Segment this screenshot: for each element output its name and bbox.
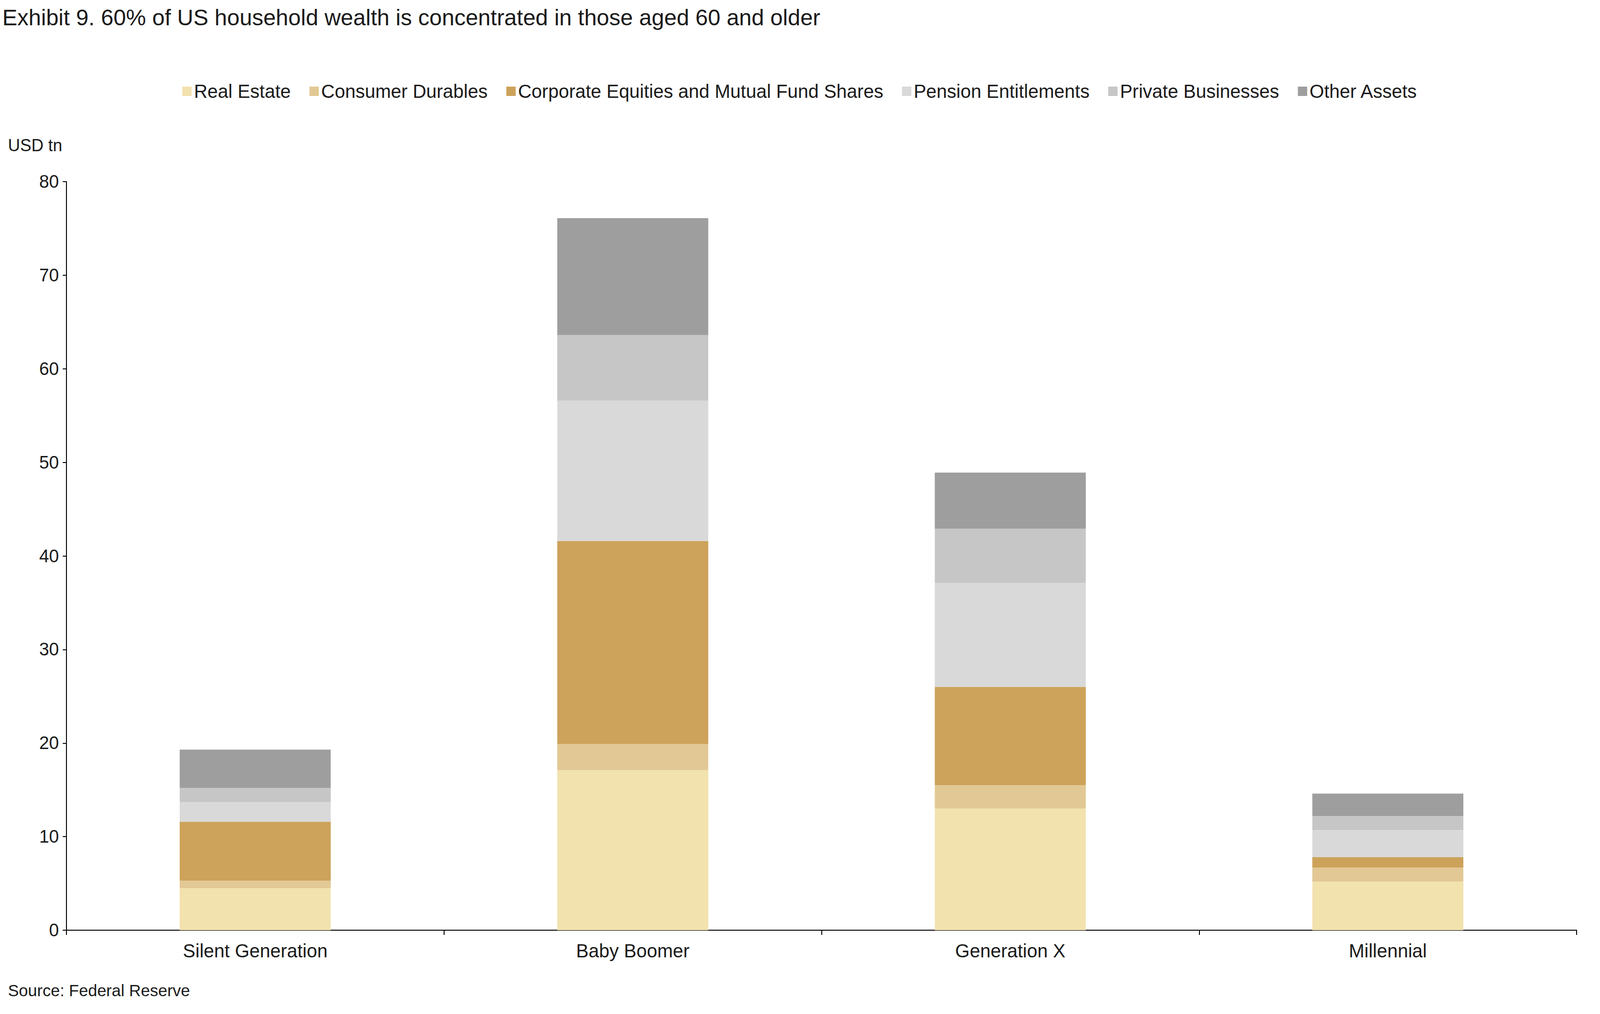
svg-text:Millennial: Millennial [1348, 940, 1427, 961]
svg-text:Silent Generation: Silent Generation [182, 940, 328, 961]
svg-text:20: 20 [39, 732, 59, 753]
svg-text:Real Estate: Real Estate [193, 80, 291, 102]
svg-text:USD tn: USD tn [7, 135, 63, 155]
svg-text:60: 60 [39, 358, 59, 379]
svg-text:0: 0 [49, 920, 59, 940]
svg-text:80: 80 [39, 171, 59, 192]
svg-text:Other Assets: Other Assets [1309, 80, 1417, 102]
svg-text:Source: Federal Reserve: Source: Federal Reserve [7, 980, 190, 1000]
svg-text:70: 70 [39, 265, 59, 285]
svg-text:30: 30 [39, 639, 59, 659]
svg-text:40: 40 [39, 546, 59, 566]
svg-text:Exhibit 9. 60% of US household: Exhibit 9. 60% of US household wealth is… [2, 5, 821, 30]
svg-text:Baby Boomer: Baby Boomer [576, 940, 690, 961]
svg-text:10: 10 [39, 826, 59, 847]
svg-text:Pension Entitlements: Pension Entitlements [913, 80, 1090, 102]
svg-text:Generation X: Generation X [955, 940, 1066, 961]
svg-text:Consumer Durables: Consumer Durables [321, 80, 488, 102]
svg-text:Corporate Equities and Mutual: Corporate Equities and Mutual Fund Share… [518, 80, 884, 102]
svg-text:50: 50 [39, 452, 59, 473]
svg-text:Private Businesses: Private Businesses [1119, 80, 1279, 102]
